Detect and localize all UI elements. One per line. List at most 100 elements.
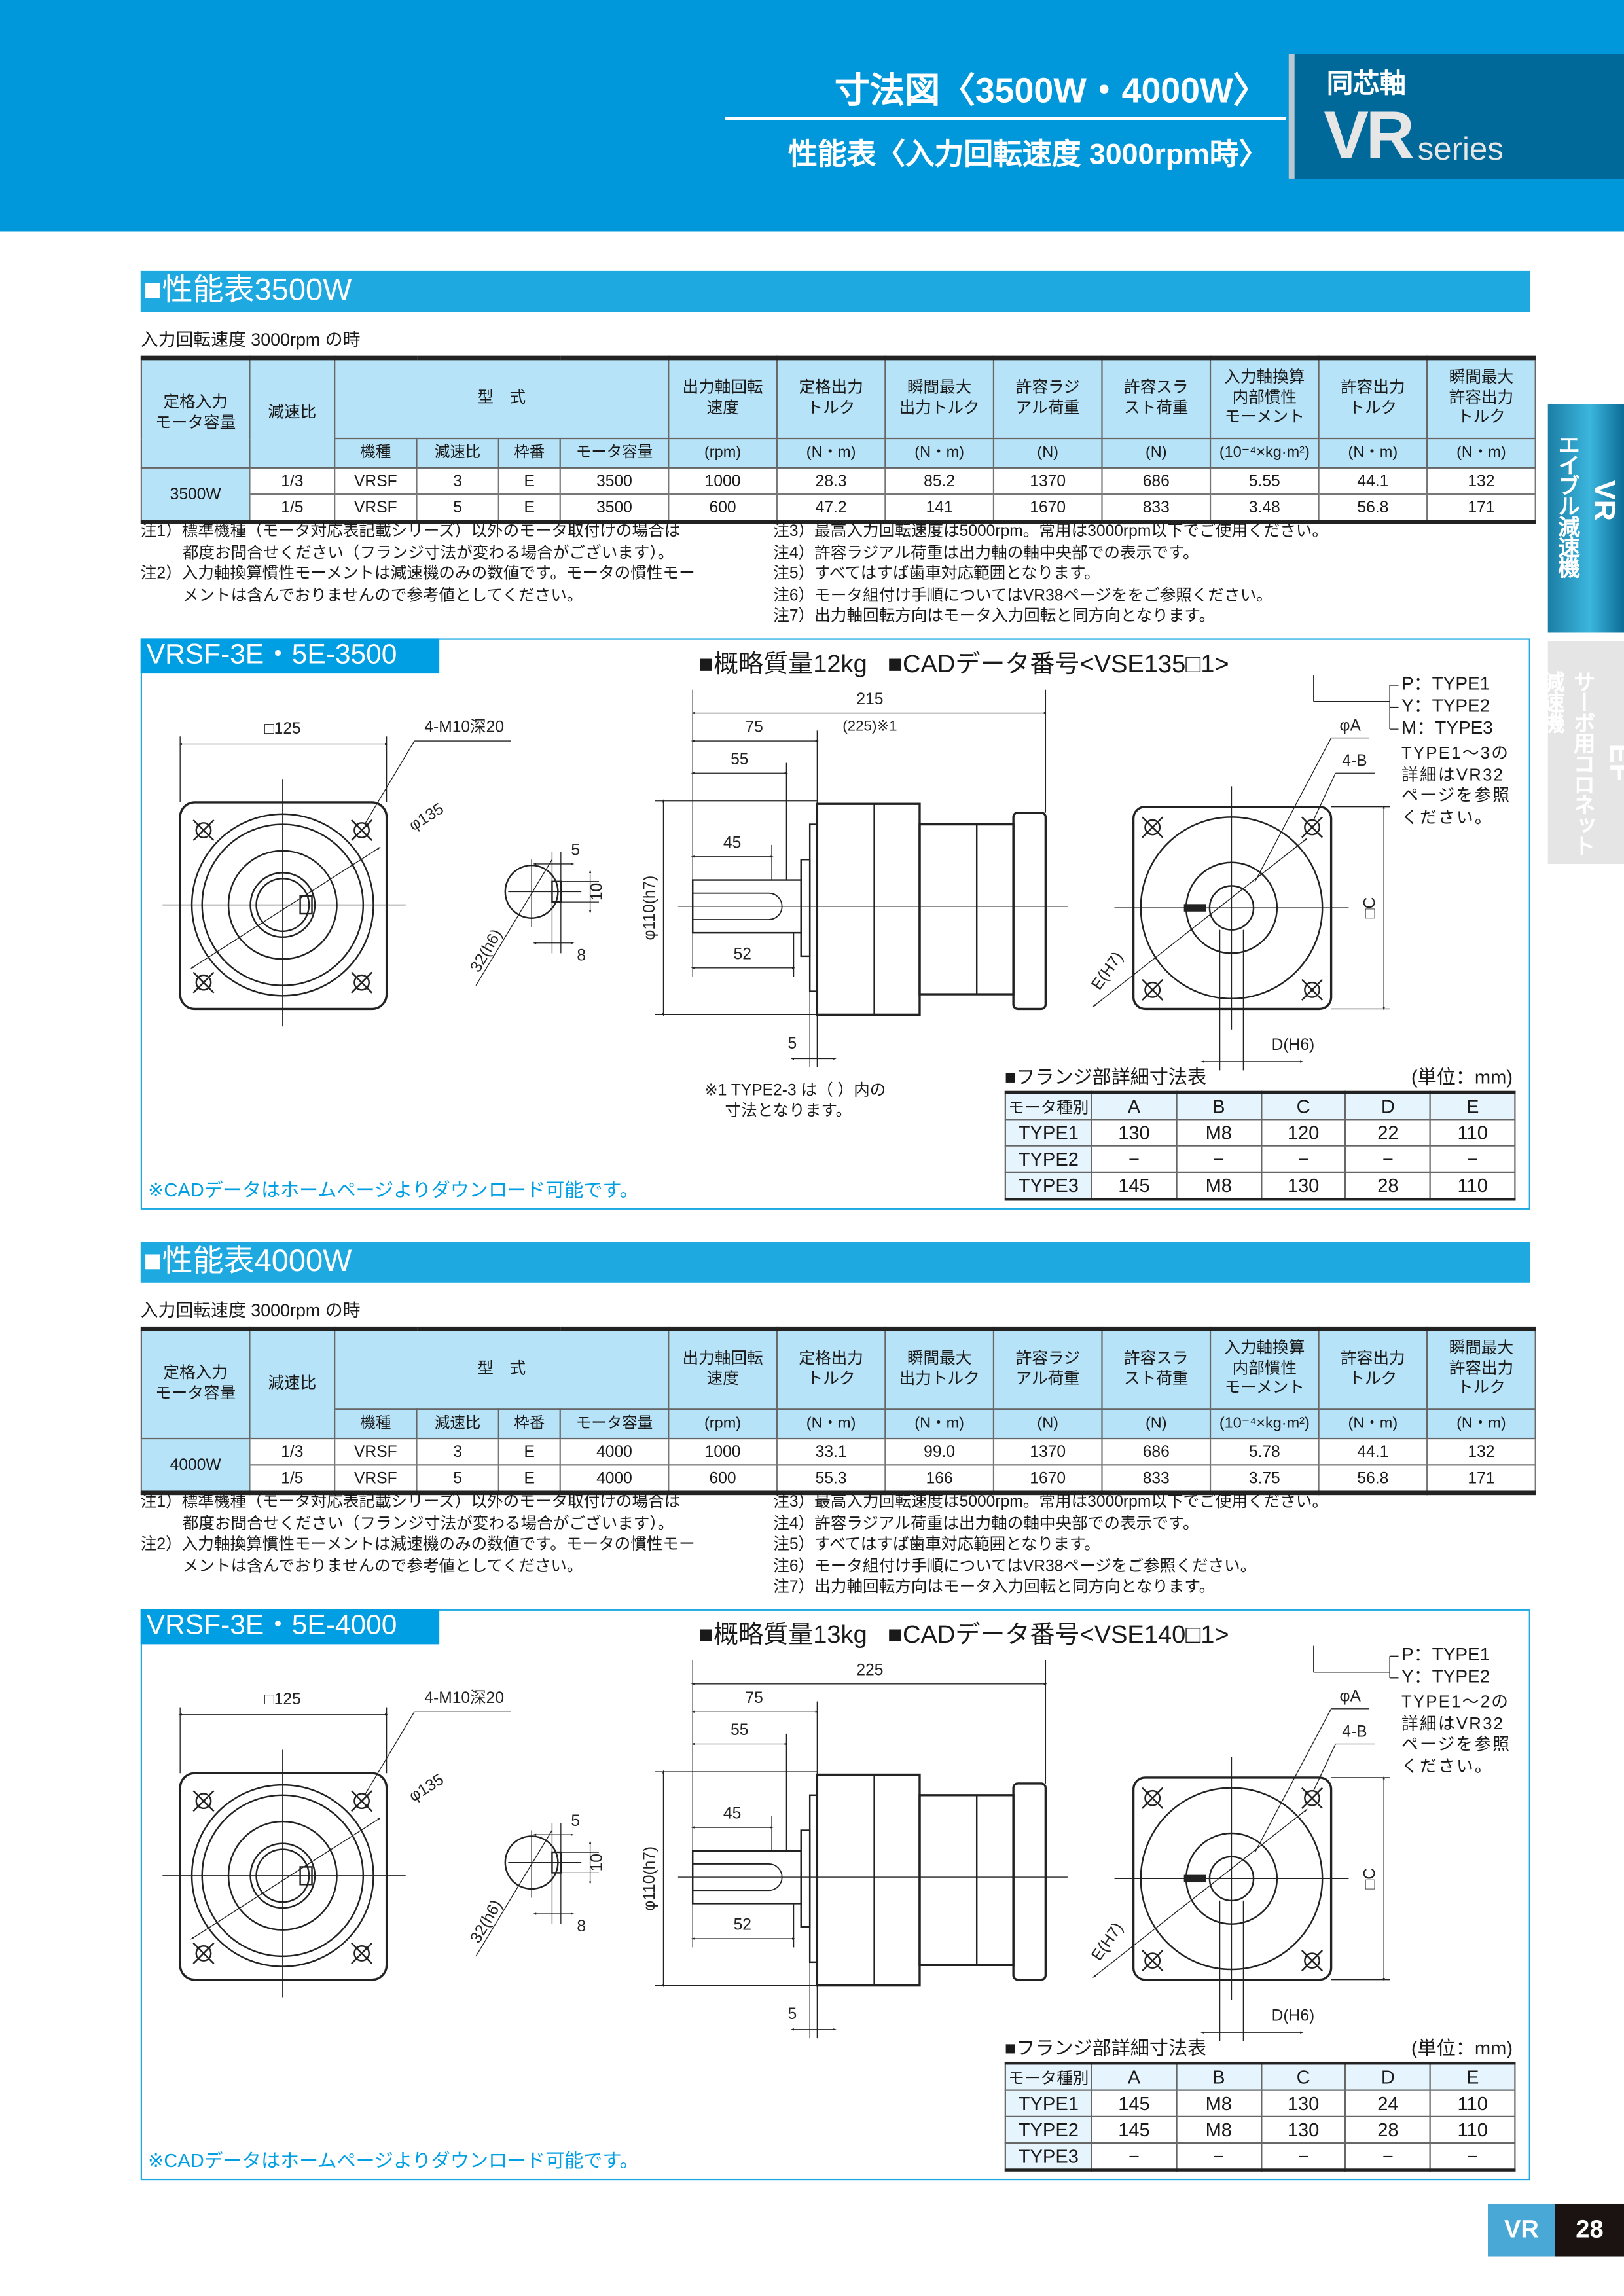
bolt-hole-icon <box>1301 1787 1324 1809</box>
cad-download-note: ※CADデータはホームページよりダウンロード可能です。 <box>147 2149 639 2172</box>
col-unit: (N・m) <box>1318 437 1428 469</box>
type-note: TYPE1〜2の 詳細はVR32 ページを参照 ください。 <box>1401 1694 1511 1776</box>
col-ratio: 減速比 <box>249 1328 336 1440</box>
table-cell: 1/5 <box>249 1464 336 1494</box>
dimension-label: 75 <box>745 719 763 736</box>
col-unit: (10⁻⁴×kg·m²) <box>1209 1408 1320 1440</box>
col-unit: (N・m) <box>1318 1408 1428 1440</box>
table-cell: M8 <box>1176 2115 1262 2144</box>
table-cell: 686 <box>1101 467 1212 495</box>
table-cell: 166 <box>884 1464 995 1494</box>
table-cell: E <box>497 1464 561 1494</box>
dimension-label: □C <box>1362 1868 1379 1890</box>
col-unit: (N・m) <box>1426 1408 1536 1440</box>
dimension-label: φA <box>1340 717 1362 734</box>
series-category: 同芯軸 <box>1326 69 1406 98</box>
flange-col-header: モータ種別 <box>1004 2062 1092 2091</box>
table-cell: E <box>497 1437 561 1466</box>
type-code: Y：TYPE2 <box>1401 1666 1490 1687</box>
page-subtitle: 性能表〈入力回転速度 3000rpm時〉 <box>787 139 1269 171</box>
note: 注5）すべてはすば歯車対応範囲となります。 <box>773 1535 1100 1554</box>
notes-right: 注3）最高入力回転速度は5000rpm。常用は3000rpm以下でご使用ください… <box>773 521 1506 627</box>
table-cell: E <box>497 493 561 523</box>
dimension-drawing-panel: □125 4-M10深20 φ135 5 10 8 32(h6) φ110(h7) 225 75 5… <box>140 1609 1530 2181</box>
table-row: TYPE2 145 M8 130 28 110 <box>1004 2115 1516 2144</box>
note: 注6）モータ組付け手順についてはVR38ページをご参照ください。 <box>773 1557 1257 1575</box>
table-cell: 110 <box>1429 1119 1516 1147</box>
type-code: P：TYPE1 <box>1401 1644 1490 1665</box>
dimension-label: φ110(h7) <box>641 876 659 941</box>
table-cell: 1/3 <box>249 1437 336 1466</box>
table-cell: M8 <box>1176 1119 1262 1147</box>
note: 注2）入力軸換算慣性モーメントは減速機のみの数値です。モータの慣性モー メントは… <box>140 1535 695 1575</box>
side-tab-ef[interactable]: サーボ用コロネット減速機 EF <box>1540 641 1624 864</box>
col-spec: 瞬間最大 許容出力 トルク <box>1426 357 1536 440</box>
flange-col-header: モータ種別 <box>1004 1091 1092 1121</box>
col-spec: 許容スラ スト荷重 <box>1101 357 1212 440</box>
page-number: VR 28 <box>1487 2203 1624 2257</box>
type-code: Y：TYPE2 <box>1401 695 1490 716</box>
capacity-cell: 4000W <box>140 1437 251 1494</box>
flange-table-title: ■フランジ部詳細寸法表 <box>1004 2036 1207 2059</box>
flange-col-header: E <box>1429 1091 1516 1121</box>
col-unit: (N・m) <box>776 437 886 469</box>
type-code-legend: P：TYPE1 Y：TYPE2 <box>1401 1644 1490 1688</box>
table-cell: M8 <box>1176 1171 1262 1200</box>
approx-mass: ■概略質量12kg <box>698 650 867 678</box>
dimension-label: φ135 <box>406 1770 447 1805</box>
table-cell: 130 <box>1260 1171 1346 1200</box>
col-model-sub: モータ容量 <box>559 1408 670 1440</box>
col-unit: (N) <box>1101 1408 1212 1440</box>
note: 注2）入力軸換算慣性モーメントは減速機のみの数値です。モータの慣性モー メントは… <box>140 565 695 604</box>
side-tab-vr[interactable]: エイブル減速機 VR <box>1547 404 1624 633</box>
col-spec: 瞬間最大 出力トルク <box>884 357 995 440</box>
col-unit: (10⁻⁴×kg·m²) <box>1209 437 1320 469</box>
table-cell: 1670 <box>992 1464 1103 1494</box>
dimension-label: 52 <box>734 945 751 963</box>
col-unit: (N・m) <box>776 1408 886 1440</box>
unit-label: (単位：mm) <box>1411 1066 1513 1088</box>
front-view <box>162 1707 511 1998</box>
table-cell: − <box>1344 2142 1432 2171</box>
dimension-drawing-panel: □125 4-M10深20 φ135 5 10 8 32(h6) φ110(h7) 215 (22… <box>140 638 1530 1210</box>
table-cell: 600 <box>668 1464 778 1494</box>
bolt-hole-icon <box>1301 1950 1324 1972</box>
flange-col-header: C <box>1260 2062 1346 2091</box>
flange-col-header: A <box>1091 1091 1178 1121</box>
dimension-label: □C <box>1362 897 1379 919</box>
side-view <box>655 689 1068 1067</box>
table-cell: 1/3 <box>249 467 336 495</box>
table-cell: 120 <box>1260 1119 1346 1147</box>
table-cell: 3 <box>416 1437 499 1466</box>
table-cell: E <box>497 467 561 495</box>
page-header: 寸法図〈3500W・4000W〉 性能表〈入力回転速度 3000rpm時〉 同芯… <box>0 0 1624 232</box>
dimension-label: 5 <box>787 2005 797 2023</box>
table-cell: 5 <box>416 493 499 523</box>
dimension-label: 5 <box>571 1812 580 1830</box>
flange-col-header: D <box>1344 1091 1432 1121</box>
col-unit: (N) <box>1101 437 1212 469</box>
col-spec: 定格出力 トルク <box>776 1328 886 1410</box>
flange-col-header: E <box>1429 2062 1516 2091</box>
table-row: 3500W 1/3 VRSF 3 E 3500 1000 28.3 85.2 1370 686 5.5… <box>140 467 1536 523</box>
flange-col-header: B <box>1176 2062 1262 2091</box>
table-cell: 85.2 <box>884 467 995 495</box>
table-cell: 3500 <box>559 467 670 495</box>
table-cell: 110 <box>1429 2115 1516 2144</box>
bolt-hole-icon <box>1142 978 1164 1001</box>
col-unit: (rpm) <box>668 1408 778 1440</box>
dimension-label: φ135 <box>406 800 447 834</box>
table-cell: VRSF <box>334 1464 418 1494</box>
table-cell: 171 <box>1426 1464 1536 1494</box>
table-cell: 3.75 <box>1209 1464 1320 1494</box>
table-cell: − <box>1260 1145 1346 1173</box>
table-cell: 5 <box>416 1464 499 1494</box>
bolt-hole-icon <box>1142 1787 1164 1809</box>
table-cell: 28 <box>1344 2115 1432 2144</box>
table-cell: 56.8 <box>1318 493 1428 523</box>
col-capacity: 定格入力 モータ容量 <box>140 357 251 469</box>
flange-table-heading: ■フランジ部詳細寸法表 (単位：mm) <box>1005 1062 1513 1090</box>
table-cell: 1000 <box>668 467 778 495</box>
flange-table-title: ■フランジ部詳細寸法表 <box>1004 1066 1207 1088</box>
flange-col-header: A <box>1091 2062 1178 2091</box>
